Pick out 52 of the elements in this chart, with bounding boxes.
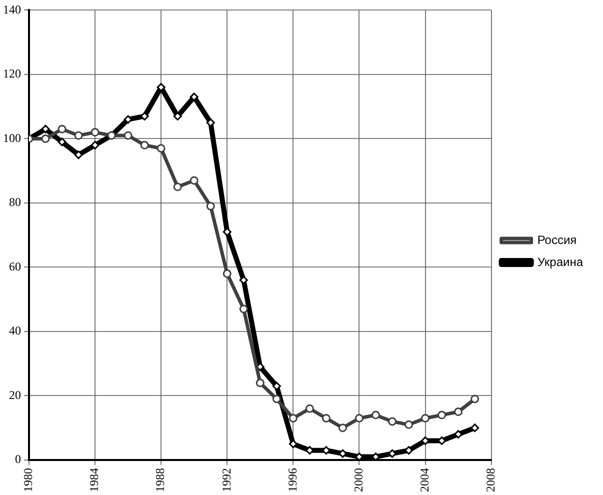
point [371,410,380,420]
x-tick-label: 1980 [21,468,36,492]
point [124,131,132,140]
point [421,414,430,422]
point [438,410,446,420]
y-tick-label: 80 [9,195,21,210]
y-tick-label: 120 [3,66,21,81]
legend-label: Украина [537,254,584,269]
point [140,140,149,150]
point [470,424,480,432]
y-tick-label: 140 [3,2,21,16]
point [41,134,50,143]
point [388,417,396,426]
x-tick-label: 1996 [285,468,300,492]
point [454,408,463,416]
point [239,304,248,314]
x-tick-label: 1984 [87,468,102,492]
point [354,414,364,422]
point [256,378,264,388]
y-tick-label: 40 [9,324,21,338]
point [173,112,182,120]
point [470,394,480,404]
y-tick-label: 100 [3,130,21,145]
x-tick-label: 2008 [483,468,498,492]
point [288,440,298,448]
point [206,202,215,210]
point [156,144,166,153]
point [58,138,66,146]
point [90,128,100,137]
point [173,182,182,192]
point [190,92,198,102]
point [58,124,66,134]
point [74,131,83,140]
y-tick-label: 20 [9,388,21,402]
x-tick-label: 2000 [351,468,366,492]
point [288,414,298,422]
point [190,176,198,185]
x-tick-label: 1988 [153,468,168,492]
point [90,140,100,150]
x-tick-label: 2004 [417,468,432,492]
point [74,150,83,160]
point [404,420,414,429]
point [305,404,314,413]
point [338,424,347,432]
point [41,124,50,134]
y-tick-label: 60 [9,259,21,274]
legend-label: Россия [537,232,577,247]
x-tick-label: 1992 [219,468,234,492]
point [272,394,281,404]
point [222,269,232,278]
y-tick-label: 0 [15,452,21,466]
point [322,414,330,422]
